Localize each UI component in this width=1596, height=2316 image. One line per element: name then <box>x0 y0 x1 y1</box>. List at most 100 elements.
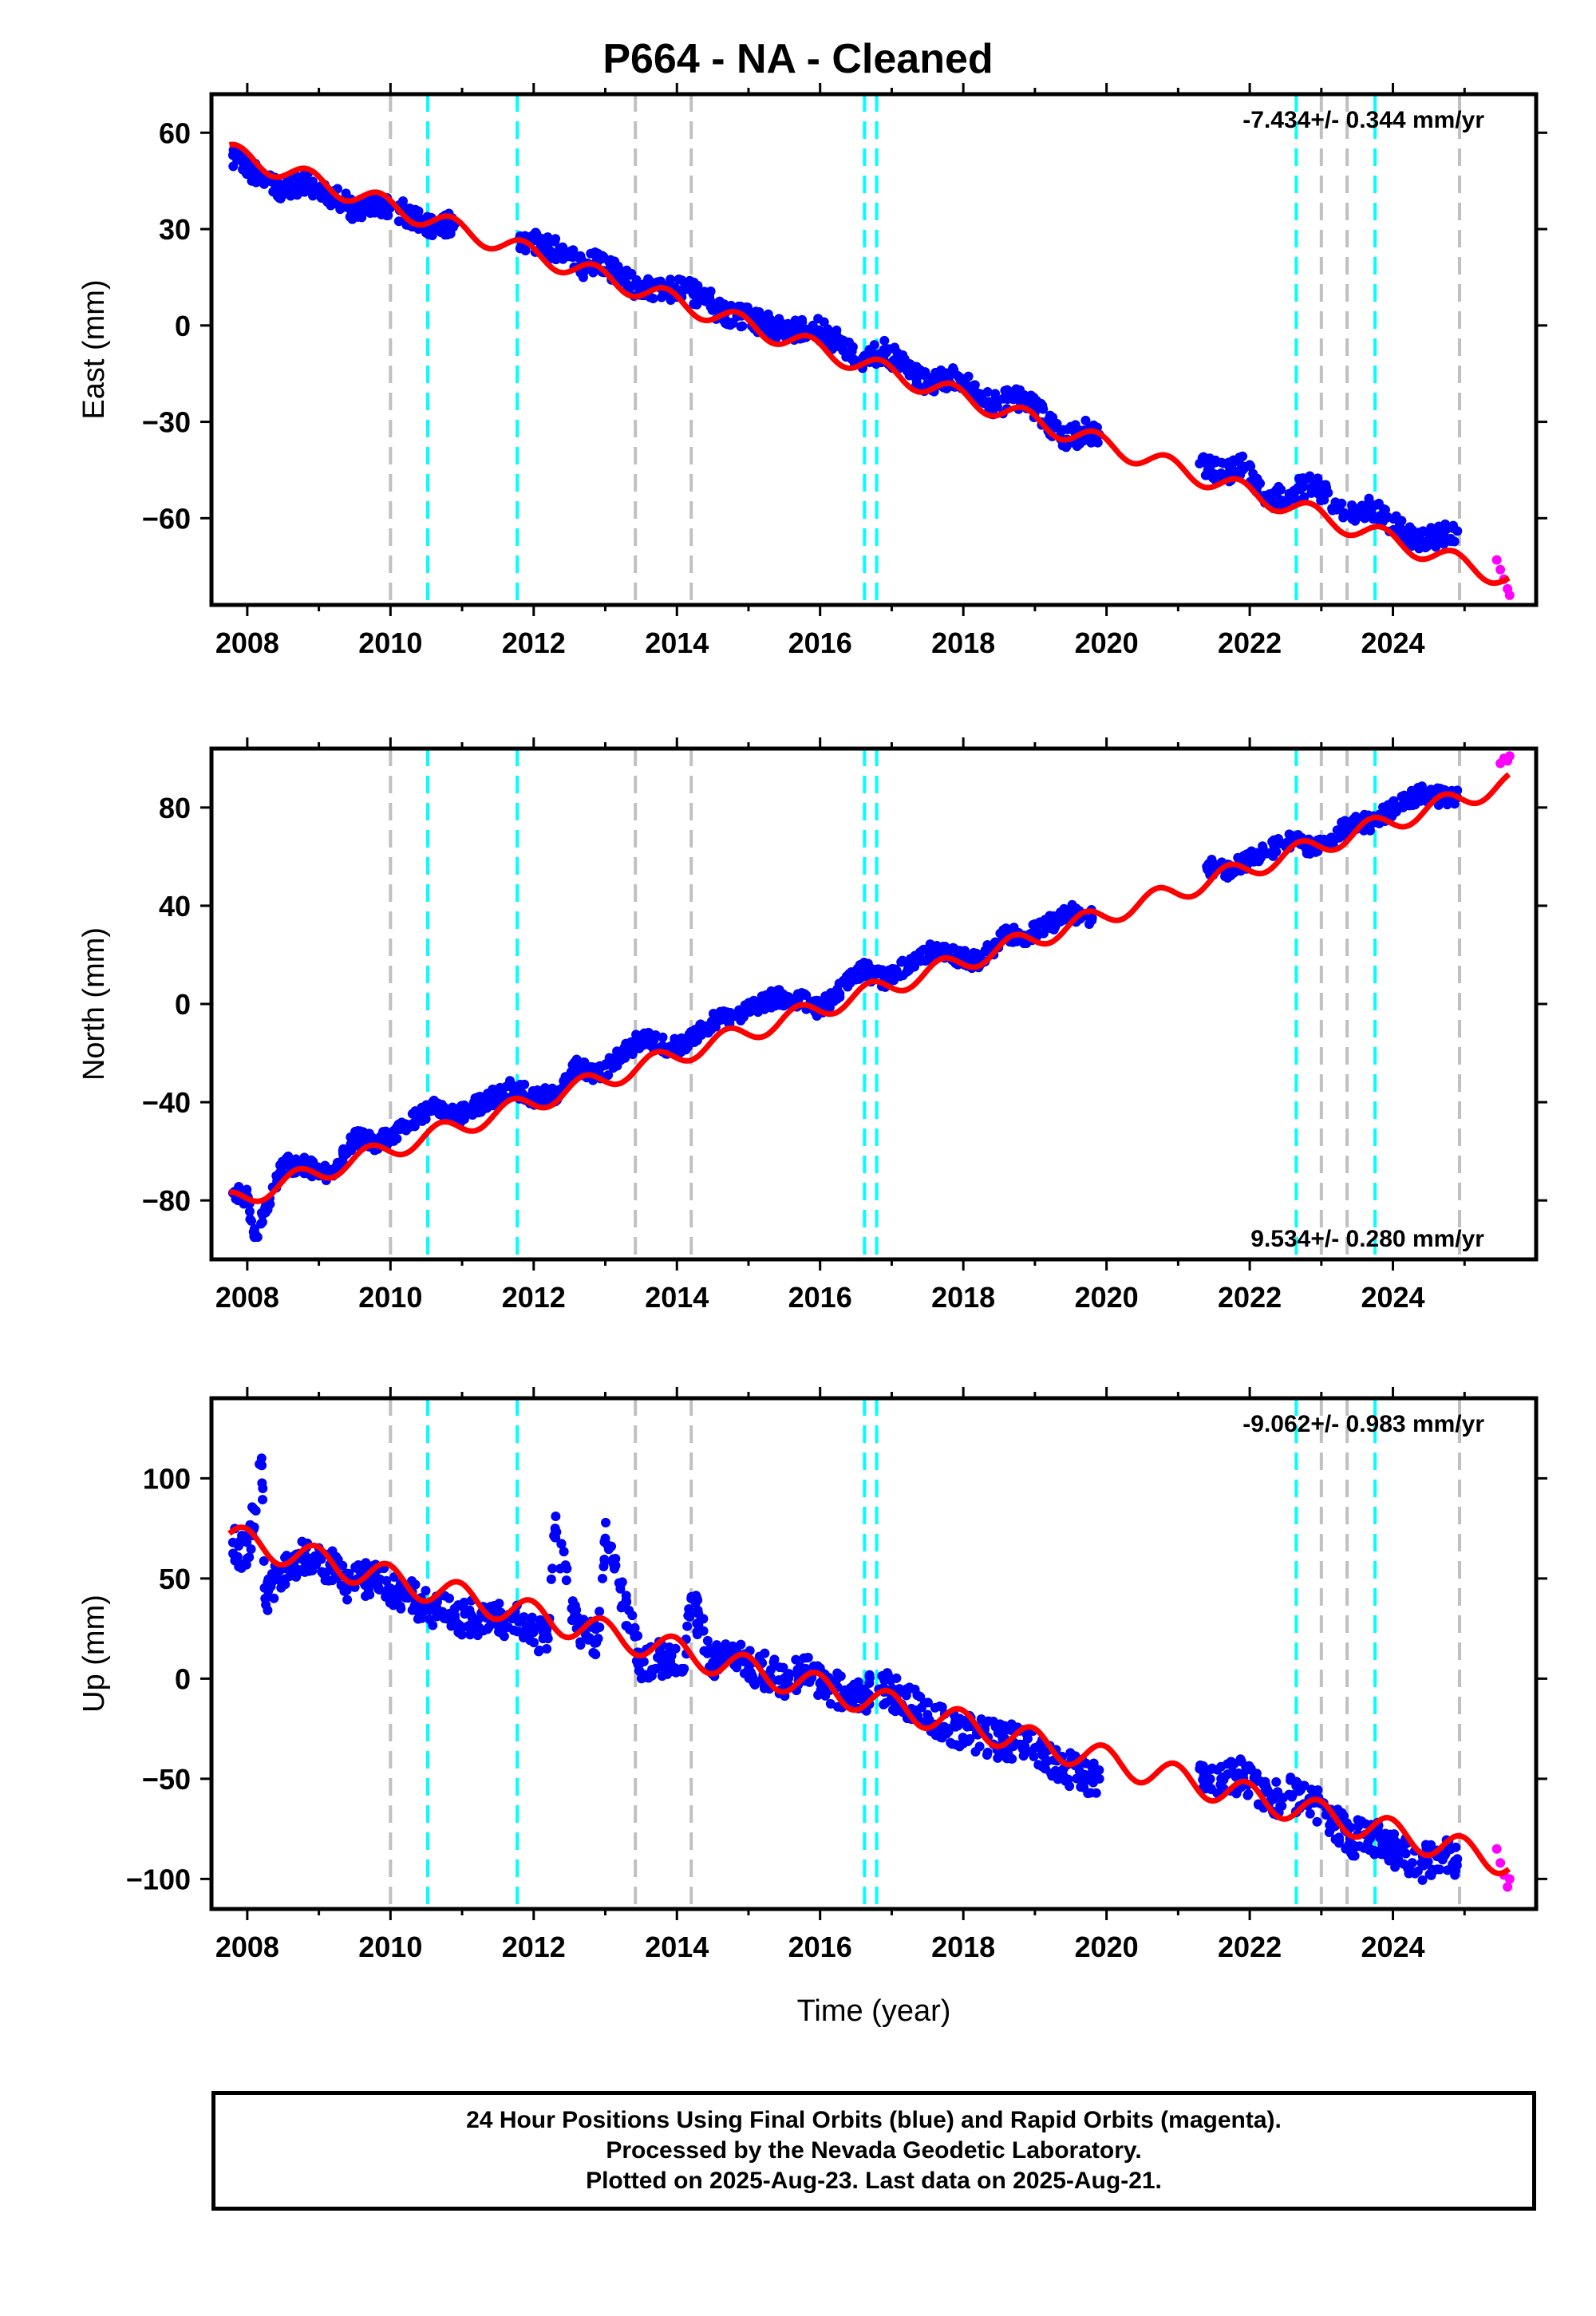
up-final-orbit-point <box>529 1638 539 1648</box>
up-final-orbit-point <box>601 1517 611 1528</box>
east-y-tick-label: −30 <box>142 406 191 439</box>
up-final-orbit-point <box>1273 1787 1283 1797</box>
up-final-orbit-point <box>1432 1864 1443 1875</box>
north-final-orbit-point <box>1203 859 1214 869</box>
up-y-tick-label: 100 <box>143 1462 191 1495</box>
up-final-orbit-point <box>1421 1858 1432 1868</box>
east-final-orbit-point <box>597 251 607 261</box>
east-final-orbit-point <box>270 180 280 190</box>
up-final-orbit-point <box>1261 1780 1271 1791</box>
north-final-orbit-point <box>711 1018 721 1029</box>
east-x-tick-label: 2014 <box>645 626 709 659</box>
up-final-orbit-point <box>542 1643 552 1654</box>
east-frame <box>209 92 1539 607</box>
up-final-orbit-point <box>322 1567 332 1578</box>
up-final-orbit-point <box>331 1551 342 1562</box>
up-final-orbit-point <box>886 1675 896 1686</box>
up-final-orbit-point <box>1238 1769 1249 1779</box>
north-x-tick-label: 2008 <box>215 1281 279 1314</box>
north-final-orbit-point <box>895 971 905 982</box>
east-final-orbit-point <box>790 315 800 326</box>
up-final-orbit-point <box>1426 1840 1436 1850</box>
up-final-orbit-point <box>697 1626 707 1636</box>
north-final-orbit-point <box>560 1072 571 1082</box>
up-final-orbit-point <box>1417 1875 1428 1885</box>
up-x-tick-label: 2020 <box>1075 1931 1139 1963</box>
up-final-orbit-point <box>1389 1829 1400 1840</box>
east-final-orbit-point <box>1036 398 1046 409</box>
north-final-orbit-point <box>1046 923 1057 933</box>
up-final-orbit-point <box>1398 1859 1408 1869</box>
east-final-orbit-point <box>979 398 990 409</box>
north-final-orbit-point <box>476 1107 486 1117</box>
up-final-orbit-point <box>234 1561 244 1571</box>
east-final-orbit-point <box>770 326 780 336</box>
up-model-line <box>227 1524 1511 1877</box>
east-final-orbit-point <box>622 282 633 292</box>
north-final-orbit-point <box>1055 907 1065 918</box>
up-final-orbit-point <box>1085 1788 1096 1798</box>
east-final-orbit-point <box>725 320 735 330</box>
up-final-orbit-point <box>258 1495 268 1505</box>
up-final-orbit-point <box>1202 1767 1212 1777</box>
up-final-orbit-point <box>651 1663 662 1674</box>
up-final-orbit-point <box>241 1559 251 1570</box>
east-final-orbit-point <box>1448 524 1459 534</box>
up-final-orbit-point <box>745 1667 756 1678</box>
east-final-orbit-point <box>1440 519 1451 529</box>
up-final-orbit-point <box>555 1563 565 1574</box>
up-final-orbit-point <box>1244 1761 1254 1771</box>
up-final-orbit-point <box>431 1602 441 1612</box>
north-final-orbit-point <box>938 946 949 956</box>
north-final-orbit-point <box>980 945 990 955</box>
up-x-tick-label: 2012 <box>502 1931 566 1963</box>
east-final-orbit-point <box>288 181 298 192</box>
up-final-orbit-point <box>784 1669 794 1679</box>
up-final-orbit-point <box>982 1747 993 1757</box>
up-final-orbit-point <box>1348 1840 1358 1851</box>
up-final-orbit-point <box>660 1654 670 1664</box>
east-final-orbit-point <box>861 350 871 361</box>
up-final-orbit-point <box>360 1580 370 1591</box>
east-final-orbit-point <box>820 327 831 338</box>
east-final-orbit-point <box>1389 514 1399 524</box>
east-final-orbit-point <box>622 271 632 281</box>
north-final-orbit-point <box>1340 816 1350 826</box>
up-final-orbit-point <box>551 1532 561 1543</box>
up-final-orbit-point <box>489 1600 500 1611</box>
up-x-tick-label: 2008 <box>215 1931 279 1963</box>
up-final-orbit-point <box>1217 1772 1227 1782</box>
up-final-orbit-point <box>960 1735 970 1745</box>
east-final-orbit-point <box>1333 500 1344 511</box>
north-x-tick-label: 2024 <box>1361 1281 1424 1314</box>
east-final-orbit-point <box>813 314 824 324</box>
east-final-orbit-point <box>1409 530 1420 540</box>
up-final-orbit-point <box>1072 1773 1082 1784</box>
east-final-orbit-point <box>1414 543 1424 554</box>
up-panel: 2008 2010 2012 2014 2016 2018 2020 2022 2024 100 5… <box>77 1387 1547 2028</box>
east-rapid-orbit-point <box>1491 555 1502 565</box>
north-final-orbit-point <box>762 1001 772 1011</box>
up-final-orbit-point <box>257 1460 267 1471</box>
up-y-tick-label: −50 <box>142 1763 191 1796</box>
up-final-orbit-point <box>1231 1788 1242 1799</box>
north-x-tick-label: 2020 <box>1075 1281 1139 1314</box>
up-final-orbit-point <box>802 1653 812 1663</box>
up-final-orbit-point <box>551 1511 561 1521</box>
up-final-orbit-point <box>417 1613 427 1623</box>
up-final-orbit-point <box>995 1719 1005 1729</box>
up-final-orbit-point <box>670 1643 681 1654</box>
up-final-orbit-point <box>882 1668 892 1678</box>
east-final-orbit-point <box>982 387 993 397</box>
up-final-orbit-point <box>622 1621 632 1631</box>
east-final-orbit-point <box>689 277 699 287</box>
north-final-orbit-point <box>820 996 831 1006</box>
up-final-orbit-point <box>608 1559 618 1569</box>
north-final-orbit-point <box>460 1106 470 1117</box>
up-final-orbit-point <box>1007 1753 1017 1764</box>
up-final-orbit-point <box>617 1600 627 1611</box>
up-final-orbit-point <box>444 1593 454 1603</box>
up-final-orbit-point <box>685 1611 695 1621</box>
east-final-orbit-point <box>881 346 891 356</box>
north-final-orbit-point <box>350 1126 361 1136</box>
